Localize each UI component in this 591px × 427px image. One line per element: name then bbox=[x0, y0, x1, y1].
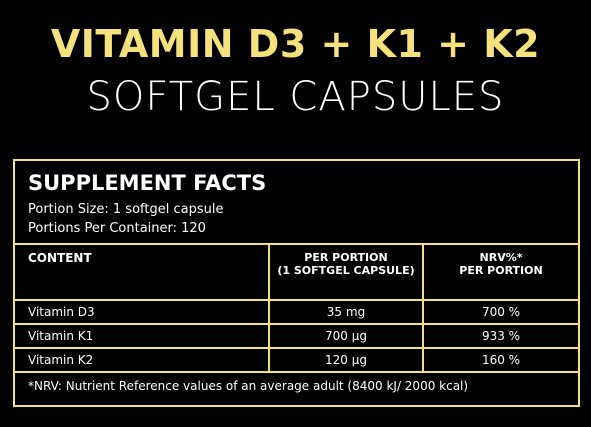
column-header-line: (1 SOFTGEL CAPSULE) bbox=[277, 264, 415, 277]
table-cell: 160 % bbox=[422, 347, 578, 373]
column-header: NRV%* PER PORTION bbox=[422, 243, 578, 301]
subtitle: SOFTGEL CAPSULES bbox=[86, 74, 505, 120]
facts-title: SUPPLEMENT FACTS bbox=[28, 171, 267, 195]
footnote: *NRV: Nutrient Reference values of an av… bbox=[28, 379, 469, 393]
column-header-line: PER PORTION bbox=[459, 264, 543, 277]
table-cell: Vitamin K1 bbox=[15, 323, 270, 349]
facts-table: CONTENT PER PORTION (1 SOFTGEL CAPSULE) NRV… bbox=[15, 243, 578, 373]
column-header-line: NRV%* bbox=[479, 251, 523, 264]
table-cell: 120 µg bbox=[268, 347, 424, 373]
table-cell: Vitamin D3 bbox=[15, 299, 270, 325]
table-row: Vitamin K1 700 µg 933 % bbox=[15, 323, 578, 349]
column-header: PER PORTION (1 SOFTGEL CAPSULE) bbox=[268, 243, 424, 301]
table-cell: 700 % bbox=[422, 299, 578, 325]
column-header: CONTENT bbox=[15, 243, 270, 301]
facts-box: SUPPLEMENT FACTS Portion Size: 1 softgel… bbox=[13, 159, 580, 407]
portion-size: Portion Size: 1 softgel capsule bbox=[28, 202, 224, 217]
title: VITAMIN D3 + K1 + K2 bbox=[50, 22, 541, 66]
column-header-line: CONTENT bbox=[28, 251, 92, 265]
table-cell: 933 % bbox=[422, 323, 578, 349]
table-cell: 700 µg bbox=[268, 323, 424, 349]
table-cell: 35 mg bbox=[268, 299, 424, 325]
table-row: Vitamin K2 120 µg 160 % bbox=[15, 347, 578, 373]
portions-per-container: Portions Per Container: 120 bbox=[28, 221, 206, 236]
table-row: Vitamin D3 35 mg 700 % bbox=[15, 299, 578, 325]
column-header-line: PER PORTION bbox=[304, 251, 388, 264]
table-cell: Vitamin K2 bbox=[15, 347, 270, 373]
